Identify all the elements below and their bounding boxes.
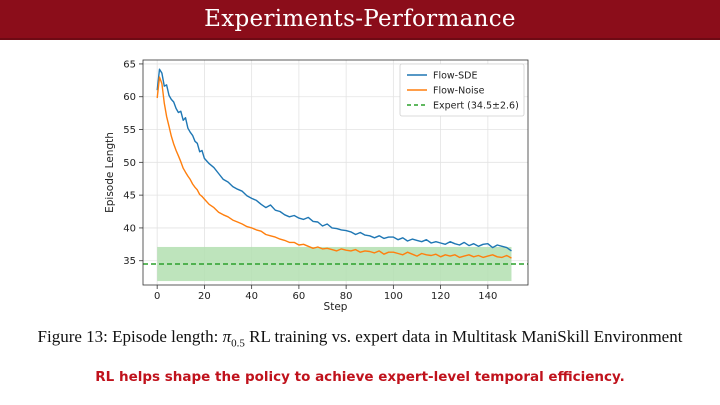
slide-title-bar: Experiments-Performance xyxy=(0,0,720,38)
title-divider xyxy=(0,38,720,40)
caption-subscript: 0.5 xyxy=(231,337,245,350)
episode-length-chart: 0 20 40 60 80 100 120 140 35 40 45 50 55 60 65 Step Epis… xyxy=(104,59,529,313)
y-axis-label: Episode Length xyxy=(104,132,116,213)
x-tick-label: 60 xyxy=(293,291,306,302)
y-tick-label: 40 xyxy=(123,223,136,234)
takeaway-text: RL helps shape the policy to achieve exp… xyxy=(95,369,625,385)
legend-label: Flow-Noise xyxy=(433,86,485,97)
x-tick-label: 100 xyxy=(384,291,403,302)
x-tick-label: 140 xyxy=(478,291,497,302)
legend-box xyxy=(399,63,525,117)
series-line-flow-sde xyxy=(156,68,512,252)
x-tick-label: 20 xyxy=(198,291,211,302)
legend-label: Flow-SDE xyxy=(433,71,477,82)
y-tick-label: 65 xyxy=(123,59,136,70)
x-tick-label: 40 xyxy=(245,291,258,302)
slide-title: Experiments-Performance xyxy=(204,6,516,32)
y-tick-label: 55 xyxy=(123,125,136,136)
y-tick-label: 45 xyxy=(123,191,136,202)
plot-frame xyxy=(142,59,529,286)
y-tick-label: 35 xyxy=(123,256,136,267)
y-tick-label: 50 xyxy=(123,158,136,169)
figure-caption: Figure 13: Episode length: π0.5 RL train… xyxy=(0,327,720,349)
x-tick-label: 80 xyxy=(340,291,353,302)
x-axis-label: Step xyxy=(324,301,348,313)
caption-symbol: π xyxy=(222,327,232,346)
legend-label: Expert (34.5±2.6) xyxy=(433,101,519,112)
caption-prefix: Figure 13: Episode length: xyxy=(37,327,223,346)
y-tick-label: 60 xyxy=(123,92,136,103)
x-tick-label: 0 xyxy=(154,291,160,302)
caption-suffix: RL training vs. expert data in Multitask… xyxy=(244,327,683,346)
series-line-flow-noise xyxy=(156,76,512,259)
x-tick-label: 120 xyxy=(431,291,450,302)
